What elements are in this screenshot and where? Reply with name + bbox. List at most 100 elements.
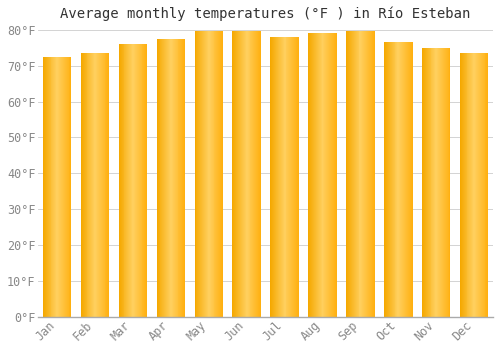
Bar <box>238 32 239 317</box>
Bar <box>196 32 198 317</box>
Bar <box>347 32 348 317</box>
Bar <box>144 44 146 317</box>
Bar <box>46 57 47 317</box>
Bar <box>473 53 474 317</box>
Bar <box>426 48 428 317</box>
Bar <box>250 32 252 317</box>
Bar <box>297 37 298 317</box>
Bar <box>294 37 295 317</box>
Bar <box>43 57 44 317</box>
Bar <box>436 48 437 317</box>
Bar <box>356 32 358 317</box>
Bar <box>346 32 347 317</box>
Bar <box>437 48 438 317</box>
Bar <box>399 42 400 317</box>
Bar <box>444 48 446 317</box>
Bar <box>208 32 209 317</box>
Bar <box>194 32 196 317</box>
Bar <box>295 37 296 317</box>
Bar <box>202 32 203 317</box>
Bar <box>401 42 402 317</box>
Bar <box>200 32 201 317</box>
Bar <box>309 33 310 317</box>
Bar <box>245 32 246 317</box>
Bar <box>131 44 132 317</box>
Bar <box>405 42 406 317</box>
Bar <box>220 32 221 317</box>
Title: Average monthly temperatures (°F ) in Río Esteban: Average monthly temperatures (°F ) in Rí… <box>60 7 471 21</box>
Bar <box>423 48 424 317</box>
Bar <box>198 32 200 317</box>
Bar <box>364 32 365 317</box>
Bar <box>239 32 240 317</box>
Bar <box>468 53 469 317</box>
Bar <box>48 57 50 317</box>
Bar <box>439 48 440 317</box>
Bar <box>422 48 423 317</box>
Bar <box>178 38 180 317</box>
Bar <box>183 38 184 317</box>
Bar <box>54 57 56 317</box>
Bar <box>166 38 167 317</box>
Bar <box>169 38 170 317</box>
Bar <box>272 37 273 317</box>
Bar <box>254 32 255 317</box>
Bar <box>296 37 297 317</box>
Bar <box>388 42 389 317</box>
Bar <box>259 32 260 317</box>
Bar <box>443 48 444 317</box>
Bar <box>172 38 173 317</box>
Bar <box>128 44 129 317</box>
Bar <box>212 32 214 317</box>
Bar <box>216 32 218 317</box>
Bar <box>434 48 436 317</box>
Bar <box>260 32 261 317</box>
Bar <box>50 57 51 317</box>
Bar <box>371 32 372 317</box>
Bar <box>477 53 478 317</box>
Bar <box>270 37 272 317</box>
Bar <box>466 53 468 317</box>
Bar <box>348 32 349 317</box>
Bar <box>221 32 222 317</box>
Bar <box>312 33 313 317</box>
Bar <box>84 53 86 317</box>
Bar <box>349 32 350 317</box>
Bar <box>70 57 72 317</box>
Bar <box>140 44 141 317</box>
Bar <box>209 32 210 317</box>
Bar <box>99 53 100 317</box>
Bar <box>480 53 482 317</box>
Bar <box>104 53 106 317</box>
Bar <box>334 33 335 317</box>
Bar <box>101 53 102 317</box>
Bar <box>479 53 480 317</box>
Bar <box>365 32 366 317</box>
Bar <box>136 44 137 317</box>
Bar <box>332 33 333 317</box>
Bar <box>142 44 144 317</box>
Bar <box>400 42 401 317</box>
Bar <box>100 53 101 317</box>
Bar <box>132 44 133 317</box>
Bar <box>258 32 259 317</box>
Bar <box>298 37 299 317</box>
Bar <box>277 37 278 317</box>
Bar <box>56 57 57 317</box>
Bar <box>58 57 59 317</box>
Bar <box>93 53 94 317</box>
Bar <box>133 44 134 317</box>
Bar <box>279 37 280 317</box>
Bar <box>396 42 398 317</box>
Bar <box>448 48 450 317</box>
Bar <box>478 53 479 317</box>
Bar <box>475 53 476 317</box>
Bar <box>158 38 160 317</box>
Bar <box>292 37 293 317</box>
Bar <box>135 44 136 317</box>
Bar <box>318 33 320 317</box>
Bar <box>386 42 387 317</box>
Bar <box>218 32 219 317</box>
Bar <box>205 32 206 317</box>
Bar <box>324 33 326 317</box>
